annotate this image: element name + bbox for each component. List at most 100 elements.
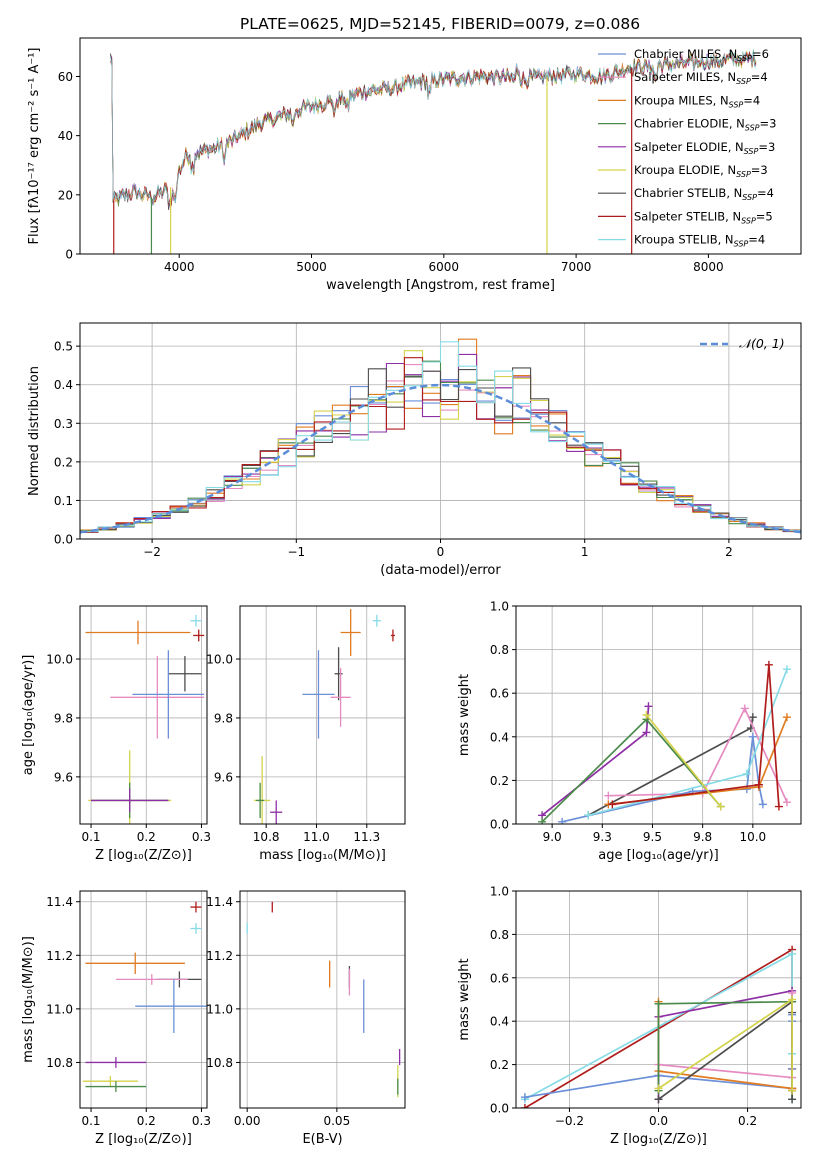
y-tick-label: 0.4 <box>490 1015 509 1029</box>
plus-marker <box>754 780 763 789</box>
plus-marker <box>608 800 617 809</box>
y-tick-label: 0.0 <box>490 1102 509 1116</box>
chart-spectrum: 4000 5000 6000 7000 8000 0 20 40 60 wavelength [A… <box>27 37 802 293</box>
errorbar-point <box>390 629 395 642</box>
x-tick-label: 0.2 <box>137 1114 156 1128</box>
chart-mass-weight-vs-Z: −0.2 0.0 0.2 0.0 0.2 0.4 0.6 0.8 1.0 Z [log₁₀(Z/Z… <box>457 885 802 1147</box>
plus-marker <box>716 802 725 811</box>
plus-marker <box>520 1104 529 1108</box>
plot-area <box>110 49 757 254</box>
axes-frame <box>79 605 208 825</box>
plus-marker <box>584 811 593 820</box>
legend-sub: SSP <box>745 124 760 133</box>
plot-area <box>246 901 401 1098</box>
x-tick-label: 2 <box>725 545 733 559</box>
y-tick-label: 0.0 <box>54 533 73 547</box>
legend-name: Salpeter ELODIE, N <box>634 140 744 154</box>
x-tick-label: 0.00 <box>234 1114 261 1128</box>
plus-marker <box>774 802 783 811</box>
y-tick-label: 0.4 <box>490 730 509 744</box>
plus-marker <box>788 1095 797 1104</box>
x-tick-label: 10.8 <box>253 830 280 844</box>
y-tick-label: 0.3 <box>54 417 73 431</box>
plus-marker <box>782 713 791 722</box>
x-tick-label: 6000 <box>429 260 460 274</box>
x-axis-label: wavelength [Angstrom, rest frame] <box>326 278 555 293</box>
y-tick-label: 0.6 <box>490 687 509 701</box>
errorbar-point <box>82 1075 138 1087</box>
y-axis-label: Normed distribution <box>27 366 42 496</box>
legend-sub: SSP <box>736 170 751 179</box>
errorbar-point <box>256 782 265 819</box>
x-tick-label: 9.8 <box>693 830 712 844</box>
x-tick-label: 0.0 <box>649 1114 668 1128</box>
errorbar-point <box>115 974 188 985</box>
x-tick-label: 0.05 <box>323 1114 350 1128</box>
legend-value: =4 <box>751 70 768 84</box>
legend-entry: Chabrier MILES, NSSP=6 <box>634 47 769 63</box>
y-tick-label: 11.2 <box>206 949 233 963</box>
y-tick-label: 11.0 <box>46 1002 73 1016</box>
figure-title: PLATE=0625, MJD=52145, FIBERID=0079, z=0… <box>240 15 640 33</box>
x-axis-label: Z [log₁₀(Z/Z⊙)] <box>610 1132 707 1147</box>
x-tick-label: 7000 <box>561 260 592 274</box>
y-tick-label: 60 <box>58 70 73 84</box>
errorbar-point <box>91 788 169 813</box>
plot-area <box>82 901 207 1092</box>
plus-marker <box>520 1093 529 1102</box>
axes-frame <box>515 605 802 825</box>
errorbar-point <box>334 647 343 701</box>
x-tick-label: 0.1 <box>81 1114 100 1128</box>
y-tick-label: 9.6 <box>54 770 73 784</box>
errorbar-point <box>85 1081 147 1092</box>
plus-marker <box>788 949 797 958</box>
y-tick-label: 11.0 <box>206 1002 233 1016</box>
y-tick-label: 0 <box>65 248 73 262</box>
legend-name: Salpeter STELIB, N <box>634 209 741 223</box>
plot-area <box>254 608 395 824</box>
normal-reference-curve <box>80 383 801 534</box>
legend-name: Kroupa MILES, N <box>634 93 729 107</box>
y-tick-label: 1.0 <box>490 600 509 614</box>
y-tick-label: 0.8 <box>490 643 509 657</box>
plus-marker <box>644 702 653 711</box>
y-tick-label: 11.4 <box>46 895 73 909</box>
plus-marker <box>538 817 547 824</box>
legend-value: =6 <box>752 47 769 61</box>
plus-marker <box>742 769 751 778</box>
legend-name: Kroupa ELODIE, N <box>634 163 736 177</box>
x-tick-label: 5000 <box>296 260 327 274</box>
axes-frame <box>79 37 802 255</box>
legend-value: =4 <box>757 186 774 200</box>
x-axis-label: (data-model)/error <box>380 563 501 578</box>
errorbar-point <box>168 656 202 692</box>
y-tick-label: 0.6 <box>490 971 509 985</box>
errorbar-point <box>270 800 283 824</box>
y-tick-label: 20 <box>58 188 73 202</box>
legend-sub: SSP <box>729 100 744 109</box>
legend-entry: Salpeter ELODIE, NSSP=3 <box>634 140 775 156</box>
legend-entry: Salpeter MILES, NSSP=4 <box>634 70 768 86</box>
x-tick-label: 0 <box>437 545 445 559</box>
legend-entry: Kroupa STELIB, NSSP=4 <box>634 233 765 249</box>
y-tick-label: 11.2 <box>46 949 73 963</box>
plus-marker <box>788 1086 797 1095</box>
legend-value: =3 <box>758 140 775 154</box>
y-tick-label: 0.4 <box>54 378 73 392</box>
legend-value: =4 <box>743 93 760 107</box>
plus-marker <box>740 704 749 713</box>
legend-entry: Salpeter STELIB, NSSP=5 <box>634 209 773 225</box>
y-tick-label: 10.0 <box>206 653 233 667</box>
weight-line <box>645 714 722 808</box>
legend-value: =5 <box>756 209 773 223</box>
plus-marker <box>748 713 757 722</box>
x-tick-label: −0.2 <box>555 1114 584 1128</box>
y-axis-label: age [log₁₀(age/yr)] <box>21 655 36 776</box>
plus-marker <box>654 1095 663 1104</box>
plot-area <box>520 945 797 1108</box>
legend-value: =3 <box>760 117 777 131</box>
legend-sub: SSP <box>734 240 749 249</box>
y-tick-label: 9.8 <box>54 711 73 725</box>
residuals-legend: 𝒩(0, 1) <box>700 336 785 351</box>
errorbar-point <box>330 667 351 727</box>
